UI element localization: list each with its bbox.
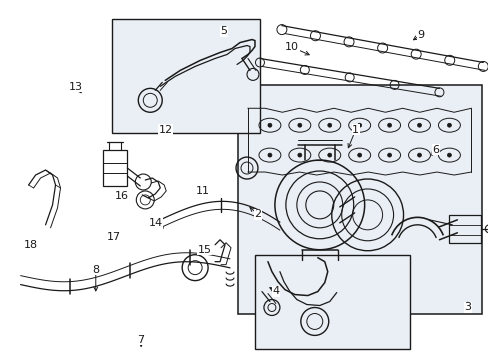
Circle shape [417, 123, 421, 127]
Text: 8: 8 [92, 265, 99, 275]
Text: 7: 7 [137, 334, 144, 345]
Text: 9: 9 [417, 30, 424, 40]
Circle shape [447, 123, 450, 127]
Text: 12: 12 [158, 125, 172, 135]
Bar [103, 150, 127, 186]
Text: 2: 2 [254, 209, 261, 219]
Bar [448, 215, 480, 243]
Bar [238, 85, 481, 315]
Text: 3: 3 [464, 302, 470, 312]
Text: 18: 18 [24, 239, 38, 249]
Circle shape [327, 123, 331, 127]
Circle shape [357, 123, 361, 127]
Circle shape [267, 123, 271, 127]
Text: 16: 16 [114, 191, 128, 201]
Text: 10: 10 [285, 42, 299, 52]
Text: 6: 6 [431, 144, 438, 154]
Text: 17: 17 [106, 232, 121, 242]
Circle shape [357, 153, 361, 157]
Bar [112, 19, 260, 133]
Text: 5: 5 [220, 26, 227, 36]
Text: 11: 11 [196, 186, 210, 196]
Text: 13: 13 [69, 82, 83, 92]
Bar [254, 255, 408, 349]
Circle shape [387, 123, 391, 127]
Text: 15: 15 [197, 245, 211, 255]
Text: 4: 4 [272, 286, 279, 296]
Text: 1: 1 [351, 125, 359, 135]
Circle shape [387, 153, 391, 157]
Text: 14: 14 [148, 218, 163, 228]
Circle shape [327, 153, 331, 157]
Circle shape [267, 153, 271, 157]
Circle shape [447, 153, 450, 157]
Circle shape [297, 153, 301, 157]
Circle shape [297, 123, 301, 127]
Circle shape [417, 153, 421, 157]
